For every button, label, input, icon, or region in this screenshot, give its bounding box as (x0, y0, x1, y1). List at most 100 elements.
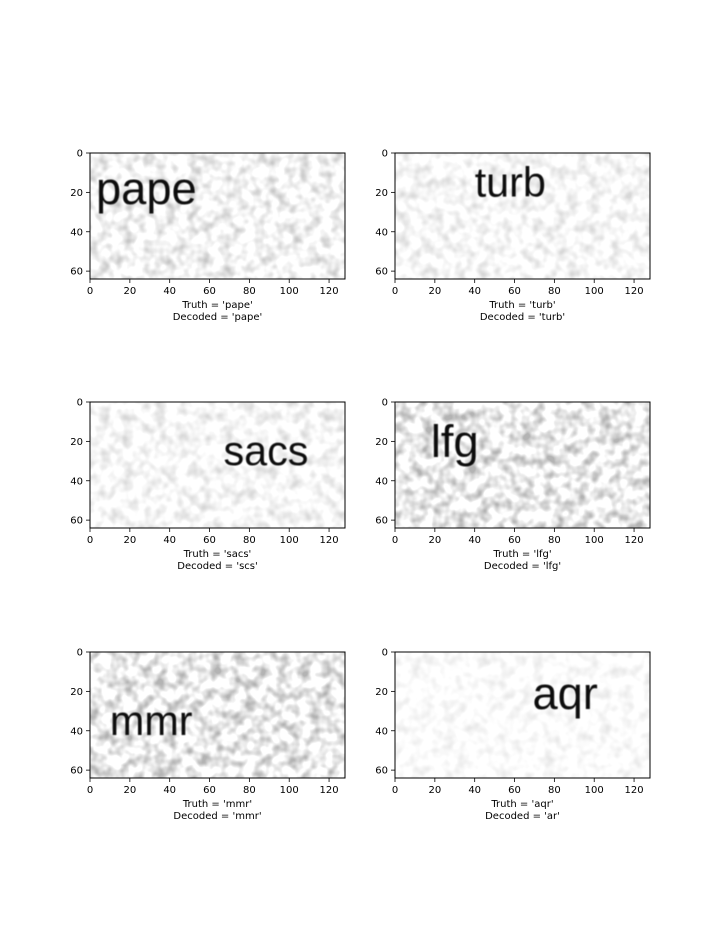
y-tick-label: 0 (382, 149, 388, 160)
image-word: lfg (431, 416, 479, 467)
decoded-caption: Decoded = 'scs' (177, 561, 257, 572)
axes-frame (89, 152, 346, 280)
y-tick-label: 60 (70, 516, 83, 527)
image-area: pape (90, 153, 345, 279)
decoded-caption: Decoded = 'lfg' (484, 561, 561, 572)
x-tick-label: 120 (320, 535, 339, 546)
decoded-caption: Decoded = 'pape' (173, 312, 263, 323)
x-tick-label: 0 (392, 785, 398, 796)
x-tick-label: 80 (548, 286, 561, 297)
x-tick-label: 20 (428, 286, 441, 297)
x-tick-label: 120 (625, 535, 644, 546)
axes-frame (394, 651, 651, 779)
x-tick-label: 60 (508, 785, 521, 796)
y-tick-label: 60 (375, 766, 388, 777)
x-tick-label: 20 (123, 286, 136, 297)
x-tick-label: 120 (625, 785, 644, 796)
image-word: pape (96, 163, 197, 214)
subplot: sacs 0 20 40 60 80 100 120 0 20 40 60 Truth = 'sacs'… (70, 398, 346, 572)
subplot: turb 0 20 40 60 80 100 120 0 20 40 60 Truth = 'turb'… (375, 149, 651, 323)
truth-caption: Truth = 'aqr' (490, 799, 553, 810)
x-tick-label: 0 (87, 286, 93, 297)
subplot: pape 0 20 40 60 80 100 120 0 20 40 60 Truth = 'pape'… (70, 149, 346, 323)
y-tick-label: 0 (77, 648, 83, 659)
x-tick-label: 100 (585, 535, 604, 546)
image-word: aqr (532, 668, 597, 719)
x-tick-label: 120 (625, 286, 644, 297)
x-tick-label: 80 (243, 286, 256, 297)
subplot: mmr 0 20 40 60 80 100 120 0 20 40 60 Truth = 'mmr'De… (70, 648, 346, 822)
y-tick-label: 0 (77, 149, 83, 160)
x-tick-label: 100 (585, 286, 604, 297)
x-tick-label: 20 (123, 785, 136, 796)
x-tick-label: 60 (203, 286, 216, 297)
x-tick-label: 60 (203, 785, 216, 796)
y-tick-label: 20 (375, 188, 388, 199)
axes-frame (89, 401, 346, 529)
image-area: turb (395, 153, 650, 279)
noise-background (90, 402, 345, 528)
x-tick-label: 60 (508, 286, 521, 297)
x-tick-label: 40 (468, 785, 481, 796)
x-tick-label: 80 (243, 535, 256, 546)
x-tick-label: 120 (320, 785, 339, 796)
y-tick-label: 60 (70, 267, 83, 278)
decoded-caption: Decoded = 'mmr' (173, 811, 261, 822)
y-tick-label: 0 (382, 648, 388, 659)
x-tick-label: 40 (163, 535, 176, 546)
image-word: mmr (110, 698, 193, 744)
y-tick-label: 20 (70, 437, 83, 448)
noise-background (90, 153, 345, 279)
truth-caption: Truth = 'turb' (488, 300, 555, 311)
axes-frame (394, 401, 651, 529)
x-tick-label: 120 (320, 286, 339, 297)
image-area: aqr (395, 652, 650, 778)
y-tick-label: 0 (77, 398, 83, 409)
image-area: mmr (90, 652, 345, 778)
y-tick-label: 40 (70, 476, 83, 487)
noise-background (90, 652, 345, 778)
x-tick-label: 100 (280, 785, 299, 796)
axes-frame (89, 651, 346, 779)
x-tick-label: 100 (585, 785, 604, 796)
truth-caption: Truth = 'pape' (181, 300, 253, 311)
noise-background (395, 652, 650, 778)
x-tick-label: 60 (508, 535, 521, 546)
truth-caption: Truth = 'sacs' (183, 549, 252, 560)
x-tick-label: 40 (468, 535, 481, 546)
y-tick-label: 20 (375, 687, 388, 698)
axes-frame (394, 152, 651, 280)
y-tick-label: 60 (70, 766, 83, 777)
x-tick-label: 80 (548, 535, 561, 546)
x-tick-label: 0 (87, 785, 93, 796)
x-tick-label: 80 (548, 785, 561, 796)
noise-background (395, 153, 650, 279)
noise-background (395, 402, 650, 528)
x-tick-label: 40 (163, 286, 176, 297)
x-tick-label: 60 (203, 535, 216, 546)
subplot: lfg 0 20 40 60 80 100 120 0 20 40 60 Truth = 'lfg'De… (375, 398, 651, 572)
y-tick-label: 20 (70, 188, 83, 199)
y-tick-label: 40 (375, 726, 388, 737)
x-tick-label: 20 (428, 535, 441, 546)
decoded-caption: Decoded = 'ar' (485, 811, 560, 822)
truth-caption: Truth = 'lfg' (492, 549, 551, 560)
y-tick-label: 0 (382, 398, 388, 409)
x-tick-label: 0 (87, 535, 93, 546)
image-area: sacs (90, 402, 345, 528)
x-tick-label: 20 (428, 785, 441, 796)
y-tick-label: 60 (375, 267, 388, 278)
y-tick-label: 40 (375, 476, 388, 487)
y-tick-label: 40 (70, 726, 83, 737)
y-tick-label: 20 (375, 437, 388, 448)
x-tick-label: 40 (163, 785, 176, 796)
y-tick-label: 40 (70, 227, 83, 238)
x-tick-label: 100 (280, 286, 299, 297)
image-area: lfg (395, 402, 650, 528)
x-tick-label: 0 (392, 535, 398, 546)
truth-caption: Truth = 'mmr' (182, 799, 252, 810)
x-tick-label: 0 (392, 286, 398, 297)
image-word: turb (475, 160, 546, 206)
image-word: sacs (223, 428, 308, 474)
